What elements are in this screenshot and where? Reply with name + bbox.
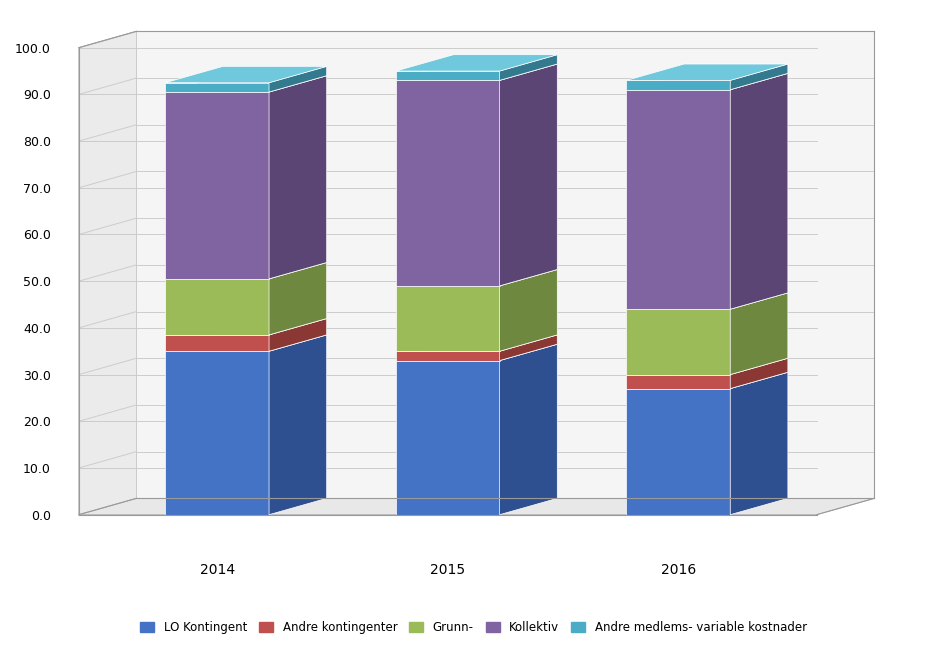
Polygon shape [79, 31, 874, 48]
Polygon shape [396, 64, 557, 80]
Polygon shape [396, 286, 500, 352]
Polygon shape [627, 80, 730, 90]
Polygon shape [500, 55, 557, 80]
Polygon shape [166, 83, 269, 92]
Polygon shape [627, 389, 730, 515]
Polygon shape [166, 66, 327, 83]
Polygon shape [166, 76, 327, 92]
Polygon shape [627, 90, 730, 309]
Polygon shape [730, 74, 788, 309]
Polygon shape [166, 318, 327, 335]
Polygon shape [166, 335, 269, 352]
Polygon shape [396, 71, 500, 80]
Polygon shape [79, 31, 136, 515]
Polygon shape [269, 76, 327, 279]
Polygon shape [730, 358, 788, 389]
Polygon shape [730, 293, 788, 374]
Polygon shape [396, 361, 500, 515]
Polygon shape [730, 64, 788, 90]
Polygon shape [396, 335, 557, 352]
Polygon shape [627, 309, 730, 374]
Polygon shape [396, 352, 500, 361]
Polygon shape [166, 279, 269, 335]
Polygon shape [396, 270, 557, 286]
Polygon shape [136, 31, 874, 498]
Polygon shape [166, 262, 327, 279]
Polygon shape [269, 318, 327, 352]
Polygon shape [166, 335, 327, 352]
Polygon shape [166, 352, 269, 515]
Polygon shape [500, 64, 557, 286]
Polygon shape [500, 344, 557, 515]
Polygon shape [627, 372, 788, 389]
Polygon shape [396, 55, 557, 71]
Polygon shape [500, 335, 557, 361]
Legend: LO Kontingent, Andre kontingenter, Grunn-, Kollektiv, Andre medlems- variable ko: LO Kontingent, Andre kontingenter, Grunn… [135, 616, 812, 639]
Polygon shape [627, 374, 730, 389]
Polygon shape [627, 293, 788, 309]
Polygon shape [396, 80, 500, 286]
Polygon shape [627, 358, 788, 374]
Polygon shape [269, 66, 327, 92]
Polygon shape [730, 372, 788, 515]
Polygon shape [500, 270, 557, 352]
Polygon shape [79, 31, 136, 515]
Polygon shape [627, 74, 788, 90]
Polygon shape [269, 262, 327, 335]
Polygon shape [269, 335, 327, 515]
Polygon shape [166, 92, 269, 279]
Polygon shape [627, 64, 788, 80]
Polygon shape [396, 344, 557, 361]
Polygon shape [79, 498, 874, 515]
